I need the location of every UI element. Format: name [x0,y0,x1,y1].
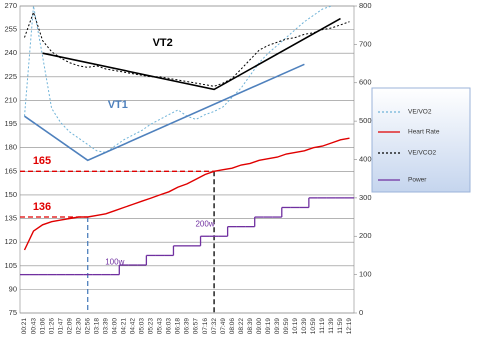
y2-tick-label: 700 [359,39,372,48]
legend [371,87,471,193]
y-tick-label: 120 [4,237,17,246]
x-tick-label: 10:59 [310,318,317,335]
x-tick-label: 07:16 [202,318,209,335]
x-tick-label: 04:42 [130,318,137,335]
x-tick-label: 00:43 [30,318,37,335]
x-tick-label: 07:32 [211,318,218,335]
x-tick-label: 09:19 [265,318,272,335]
x-tick-label: 08:39 [247,318,254,335]
legend-label: Power [408,177,427,184]
trend-line [24,63,305,162]
legend-label: VE/VCO2 [408,150,437,157]
y-tick-label: 180 [4,143,17,152]
x-tick-label: 04:21 [121,318,128,335]
series-line [24,10,350,87]
y2-tick-label: 500 [359,116,372,125]
y2-tick-label: 400 [359,154,372,163]
y2-tick-label: 600 [359,78,372,87]
annotation: 100w [105,258,124,267]
trend-label: VT2 [153,37,173,49]
y-tick-label: 165 [4,166,17,175]
y-tick-label: 90 [9,284,17,293]
threshold-label: 165 [33,155,51,167]
x-tick-label: 02:09 [66,318,73,335]
x-tick-label: 10:39 [301,318,308,335]
x-tick-label: 06:18 [175,318,182,335]
y-tick-label: 270 [4,1,17,10]
x-tick-label: 06:39 [184,318,191,335]
x-tick-label: 03:18 [93,318,100,335]
annotation: 200w [195,219,214,228]
x-tick-label: 09:59 [283,318,290,335]
y-tick-label: 195 [4,119,17,128]
y-tick-label: 225 [4,72,17,81]
x-tick-label: 10:19 [292,318,299,335]
x-tick-label: 09:00 [256,318,263,335]
y-tick-label: 105 [4,261,17,270]
x-tick-label: 11:39 [328,318,335,334]
x-tick-label: 01:26 [48,318,55,335]
x-tick-label: 02:30 [75,318,82,335]
x-tick-label: 05:23 [148,318,155,335]
y2-tick-label: 100 [359,270,372,279]
series-line [23,137,350,251]
legend-label: Heart Rate [408,129,440,136]
x-tick-label: 12:19 [346,318,353,335]
legend-label: VE/VO2 [408,109,432,116]
x-tick-label: 11:19 [319,318,326,334]
y2-tick-label: 800 [359,1,372,10]
x-tick-label: 05:43 [157,318,164,335]
x-tick-label: 03:39 [102,318,109,335]
trend-line [42,17,341,91]
y-tick-label: 255 [4,25,17,34]
y-tick-label: 75 [9,308,17,317]
y-tick-label: 135 [4,214,17,223]
x-tick-label: 06:57 [193,318,200,335]
y-tick-label: 210 [4,95,17,104]
x-tick-label: 02:56 [84,318,91,335]
x-tick-label: 05:03 [139,318,146,335]
x-tick-label: 01:47 [57,318,64,335]
y-tick-label: 240 [4,48,17,57]
x-tick-label: 04:00 [112,318,119,335]
x-tick-label: 11:59 [337,318,344,334]
x-tick-label: 01:06 [39,318,46,335]
y-tick-label: 150 [4,190,17,199]
y2-tick-label: 0 [359,308,363,317]
x-tick-label: 08:06 [229,318,236,335]
threshold-label: 136 [33,201,51,213]
x-tick-label: 09:39 [274,318,281,335]
y2-tick-label: 300 [359,193,372,202]
y2-tick-label: 200 [359,231,372,240]
plot-area [19,5,355,314]
x-tick-label: 00:21 [21,318,28,335]
trend-label: VT1 [108,99,128,111]
x-tick-label: 08:22 [238,318,245,335]
x-tick-label: 06:03 [166,318,173,335]
x-tick-label: 07:49 [220,318,227,335]
